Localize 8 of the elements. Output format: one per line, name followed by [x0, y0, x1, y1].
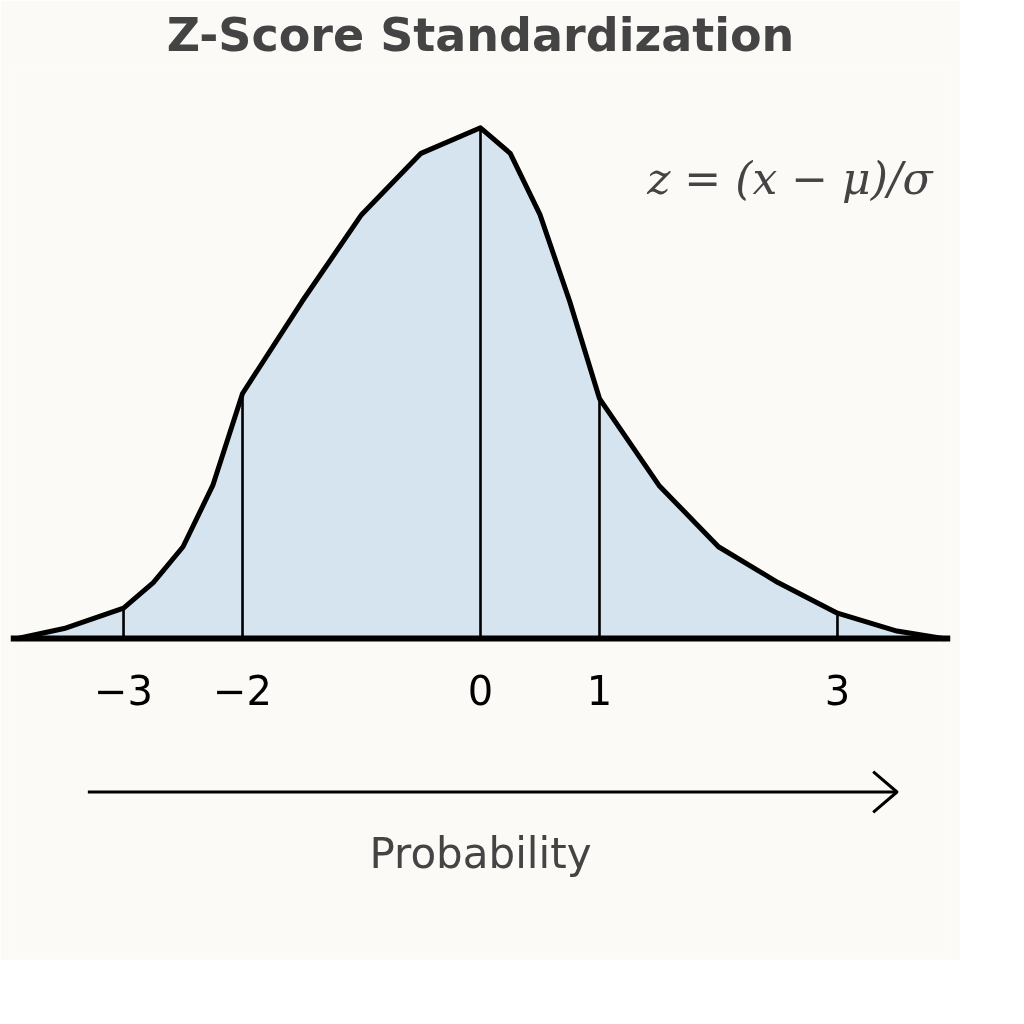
x-tick-label: 3 — [824, 667, 851, 714]
x-axis-title: Probability — [369, 828, 592, 878]
annotation: z = (x − μ)/σ — [646, 153, 935, 205]
x-tick-label: −2 — [213, 667, 273, 714]
x-tick-label: 0 — [467, 667, 494, 714]
x-tick-label: −3 — [94, 667, 154, 714]
x-tick-label: 1 — [586, 667, 613, 714]
chart-title: Z-Score Standardization — [166, 7, 795, 62]
